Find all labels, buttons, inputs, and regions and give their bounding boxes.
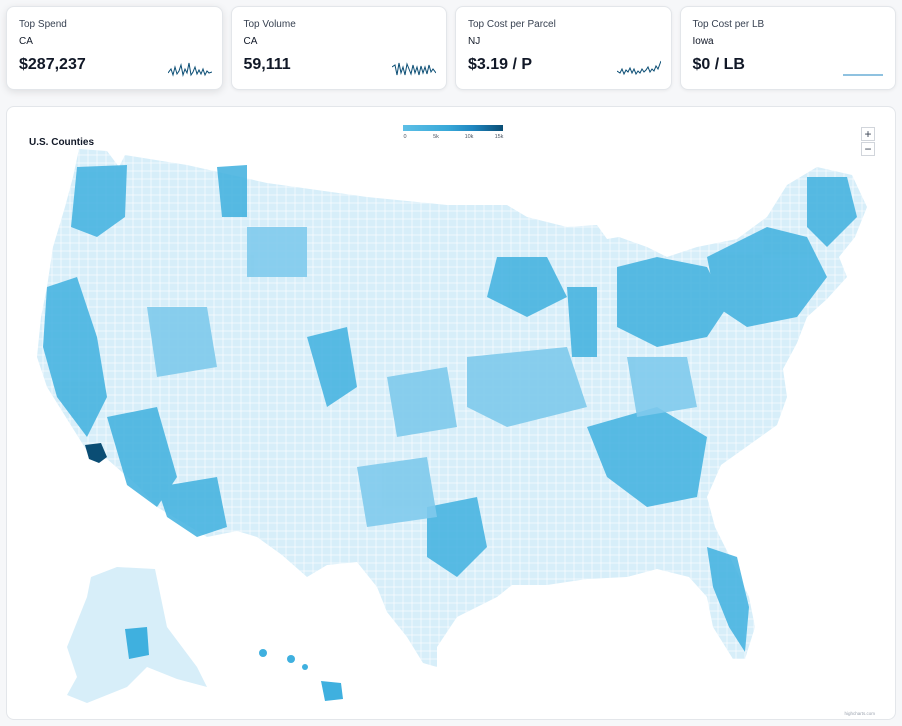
sparkline [167, 62, 212, 77]
kpi-subtitle: CA [19, 36, 33, 47]
kpi-title: Top Volume [243, 19, 296, 30]
kpi-title: Top Cost per LB [692, 19, 765, 30]
kpi-card-top-cost-per-lb[interactable]: Top Cost per LB Iowa $0 / LB [679, 6, 896, 90]
legend-tick: 0 [403, 134, 407, 140]
legend-gradient [403, 125, 503, 131]
kpi-subtitle: Iowa [692, 36, 714, 47]
kpi-card-top-volume[interactable]: Top Volume CA 59,111 [230, 6, 447, 90]
kpi-title: Top Spend [19, 19, 67, 30]
map-title: U.S. Counties [29, 137, 95, 148]
alaska-highlight [125, 627, 149, 659]
legend-tick: 10k [464, 134, 474, 140]
kpi-title: Top Cost per Parcel [468, 19, 556, 30]
zoom-controls: + − [861, 127, 875, 157]
us-county-map[interactable] [7, 107, 896, 720]
kpi-value: $287,237 [19, 56, 86, 73]
legend-tick: 15k [494, 134, 504, 140]
county-medium [147, 227, 697, 527]
sparkline [616, 60, 661, 76]
kpi-cards: Top Spend CA $287,237 Top Volume CA 59,1… [6, 6, 896, 90]
kpi-value: $0 / LB [692, 56, 745, 73]
sparkline [843, 74, 883, 76]
county-highlights [43, 165, 857, 652]
kpi-subtitle: CA [243, 36, 258, 47]
kpi-card-top-spend[interactable]: Top Spend CA $287,237 [6, 6, 223, 90]
chart-credit-link[interactable]: highcharts.com [844, 711, 875, 716]
sparkline [392, 62, 436, 76]
legend-tick: 5k [433, 134, 439, 140]
kpi-value: $3.19 / P [468, 56, 533, 73]
county-map-panel: U.S. Counties 0 5k 10k 15k + − highchart… [6, 106, 896, 720]
zoom-out-button[interactable]: − [861, 142, 875, 156]
hawaii-shape [259, 649, 343, 701]
kpi-card-top-cost-per-parcel[interactable]: Top Cost per Parcel NJ $3.19 / P [455, 6, 672, 90]
zoom-in-button[interactable]: + [861, 127, 875, 141]
la-county-dark [85, 443, 107, 463]
kpi-value: 59,111 [243, 56, 291, 73]
color-legend: 0 5k 10k 15k [403, 125, 503, 143]
kpi-subtitle: NJ [468, 36, 481, 47]
legend-ticks: 0 5k 10k 15k [403, 131, 503, 143]
